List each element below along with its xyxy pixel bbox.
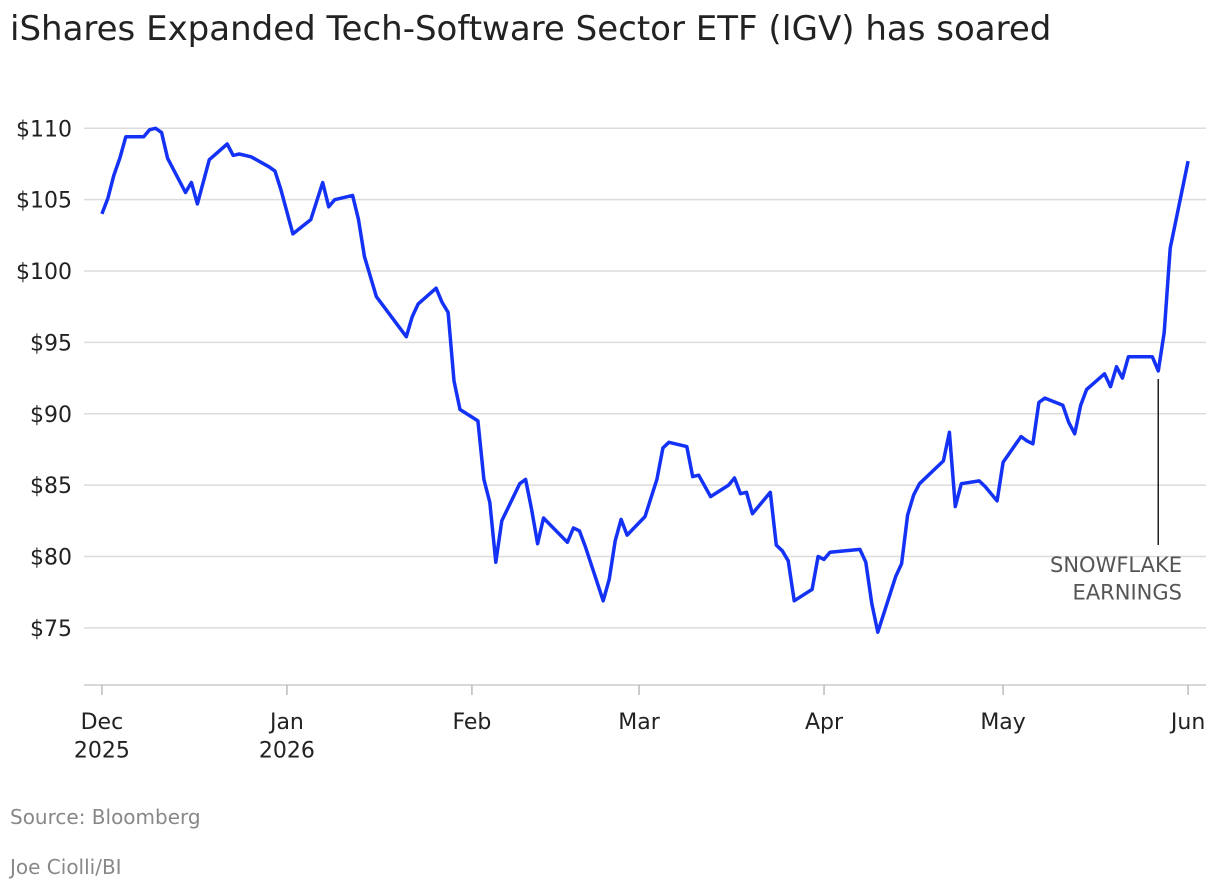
- y-tick-label: $80: [30, 546, 72, 571]
- x-tick-label: Jun: [1169, 710, 1205, 735]
- x-tick-label: Jan 2026: [259, 710, 315, 764]
- x-tick-label: Feb: [452, 710, 491, 735]
- y-tick-label: $100: [16, 260, 72, 285]
- y-tick-label: $95: [30, 331, 72, 356]
- x-tick-label: Apr: [805, 710, 844, 735]
- source: Source: Bloomberg: [10, 805, 201, 829]
- chart-title: iShares Expanded Tech-Software Sector ET…: [10, 9, 1051, 49]
- price-line: [100, 126, 1190, 634]
- y-tick-label: $85: [30, 474, 72, 499]
- y-tick-label: $90: [30, 403, 72, 428]
- x-tick-label: Mar: [618, 710, 660, 735]
- y-tick-label: $105: [16, 189, 72, 214]
- x-tick-label: May: [980, 710, 1025, 735]
- y-tick-label: $110: [16, 117, 72, 142]
- credit: Joe Ciolli/BI: [8, 855, 122, 879]
- x-tick-label: Dec 2025: [74, 710, 130, 764]
- y-tick-label: $75: [30, 617, 72, 642]
- annotation-label: SNOWFLAKE EARNINGS: [1050, 553, 1182, 604]
